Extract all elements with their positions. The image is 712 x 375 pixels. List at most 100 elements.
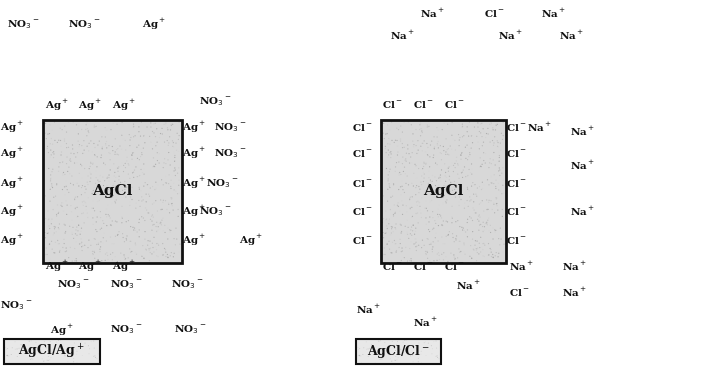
Point bbox=[418, 164, 429, 170]
Point bbox=[112, 258, 123, 264]
Point bbox=[134, 157, 145, 163]
Point bbox=[460, 155, 471, 161]
Point bbox=[454, 194, 465, 200]
Point bbox=[159, 156, 170, 162]
Point bbox=[399, 255, 410, 261]
Point bbox=[380, 150, 392, 156]
Point bbox=[61, 229, 72, 235]
Point bbox=[71, 351, 83, 357]
Point bbox=[482, 125, 493, 131]
Point bbox=[173, 148, 184, 154]
Point bbox=[414, 207, 426, 213]
Point bbox=[412, 147, 424, 153]
Point bbox=[84, 170, 95, 176]
Point bbox=[435, 175, 446, 181]
Point bbox=[159, 119, 171, 125]
Point bbox=[112, 168, 124, 174]
Point bbox=[113, 229, 125, 235]
Point bbox=[45, 147, 56, 153]
Point bbox=[61, 178, 72, 184]
Point bbox=[154, 135, 165, 141]
Point bbox=[433, 186, 444, 192]
Point bbox=[351, 344, 362, 350]
Point bbox=[431, 134, 443, 140]
Point bbox=[148, 155, 159, 161]
Point bbox=[152, 240, 163, 246]
Point bbox=[112, 151, 123, 157]
Point bbox=[98, 160, 110, 166]
Point bbox=[152, 158, 163, 164]
Point bbox=[157, 228, 169, 234]
Point bbox=[96, 258, 108, 264]
Point bbox=[168, 254, 179, 260]
Point bbox=[486, 249, 497, 255]
Point bbox=[159, 139, 170, 145]
Point bbox=[136, 198, 147, 204]
Point bbox=[466, 197, 477, 203]
Point bbox=[446, 132, 458, 138]
Point bbox=[137, 243, 149, 249]
Point bbox=[377, 130, 389, 136]
Point bbox=[76, 244, 88, 250]
Point bbox=[56, 186, 68, 192]
Point bbox=[53, 226, 65, 232]
Point bbox=[105, 222, 117, 228]
Point bbox=[406, 224, 417, 230]
Point bbox=[464, 214, 476, 220]
Point bbox=[79, 340, 90, 346]
Point bbox=[165, 122, 177, 128]
Point bbox=[387, 338, 398, 344]
Point bbox=[422, 152, 434, 158]
Point bbox=[90, 236, 101, 242]
Point bbox=[133, 184, 145, 190]
Point bbox=[477, 253, 488, 259]
Point bbox=[147, 184, 158, 190]
Point bbox=[152, 182, 163, 188]
Point bbox=[77, 183, 88, 189]
Point bbox=[83, 195, 94, 201]
Point bbox=[395, 171, 407, 177]
Point bbox=[110, 152, 121, 157]
Point bbox=[61, 248, 72, 254]
Point bbox=[440, 183, 451, 189]
Point bbox=[108, 192, 119, 198]
Point bbox=[390, 226, 402, 232]
Point bbox=[420, 251, 431, 257]
Point bbox=[87, 149, 98, 155]
Point bbox=[491, 195, 502, 201]
Point bbox=[73, 138, 84, 144]
Point bbox=[71, 214, 83, 220]
Point bbox=[80, 203, 92, 209]
Point bbox=[496, 130, 507, 136]
Point bbox=[392, 200, 404, 206]
Point bbox=[59, 222, 70, 228]
Point bbox=[119, 238, 130, 244]
Point bbox=[100, 238, 112, 244]
Point bbox=[57, 170, 68, 176]
Point bbox=[484, 246, 496, 252]
Point bbox=[384, 184, 396, 190]
Point bbox=[100, 141, 111, 147]
Point bbox=[86, 189, 98, 195]
Point bbox=[398, 168, 409, 174]
Point bbox=[497, 165, 508, 171]
Point bbox=[428, 124, 439, 130]
Point bbox=[489, 210, 501, 216]
Point bbox=[390, 249, 402, 255]
Point bbox=[66, 258, 78, 264]
Point bbox=[384, 183, 395, 189]
Point bbox=[46, 127, 58, 133]
Point bbox=[122, 171, 134, 177]
Point bbox=[98, 183, 109, 189]
Point bbox=[91, 229, 103, 235]
Point bbox=[489, 227, 501, 233]
Point bbox=[440, 149, 451, 155]
Point bbox=[452, 255, 464, 261]
Point bbox=[414, 186, 426, 192]
Point bbox=[46, 152, 57, 158]
Point bbox=[43, 150, 54, 156]
Point bbox=[390, 241, 402, 247]
Point bbox=[156, 222, 167, 228]
Point bbox=[462, 186, 473, 192]
Point bbox=[147, 222, 159, 228]
